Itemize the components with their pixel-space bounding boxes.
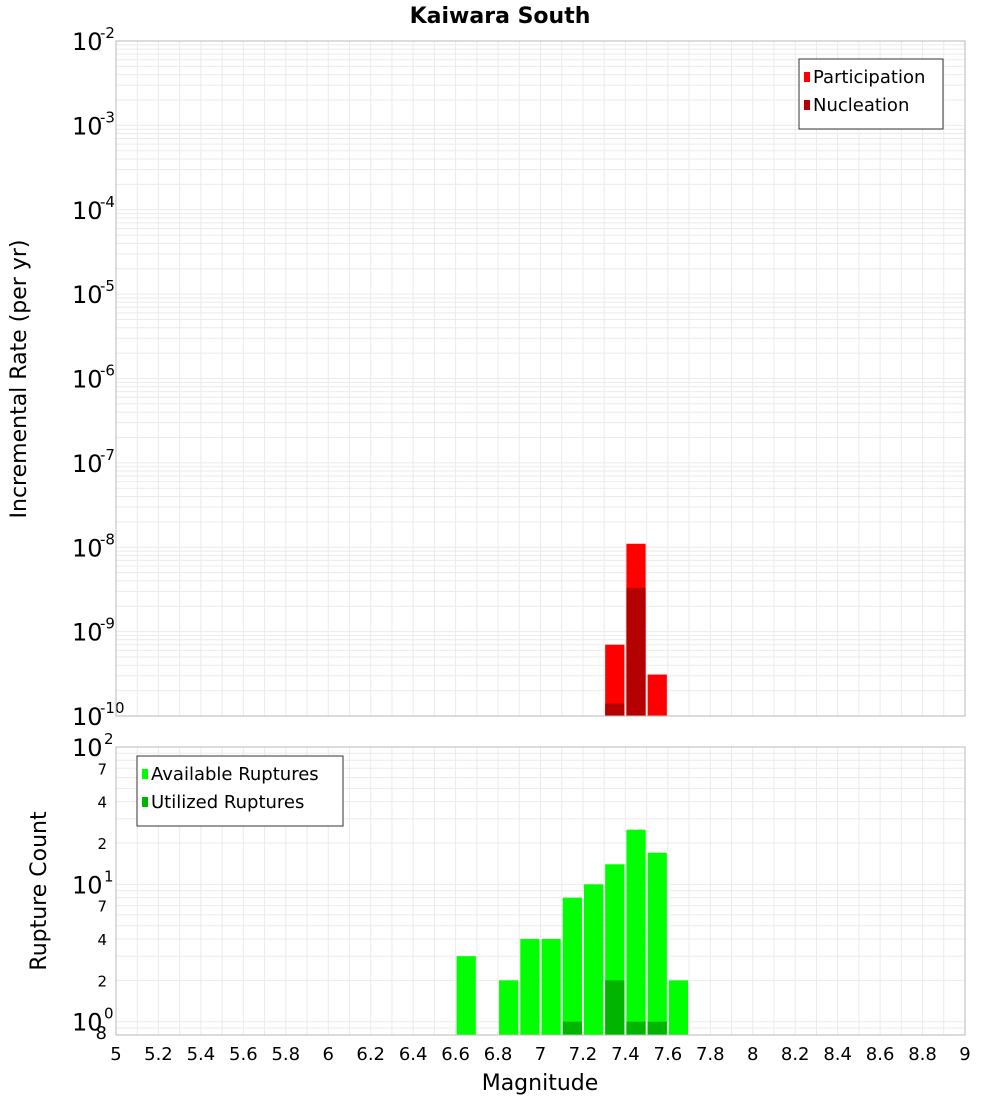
y-tick-exponent: 0 (104, 1005, 114, 1023)
y-tick-exponent: -3 (100, 108, 115, 126)
y-tick-minor-label: 4 (97, 931, 107, 949)
x-tick-label: 7.2 (569, 1044, 598, 1065)
x-tick-label: 5.6 (229, 1044, 258, 1065)
available-ruptures-bar (520, 939, 540, 1035)
available-ruptures-bar (668, 980, 689, 1035)
legend-label: Available Ruptures (151, 764, 319, 785)
y-tick-label: 10 (72, 734, 103, 762)
y-tick-minor-label: 2 (97, 835, 107, 853)
utilized-ruptures-bar (647, 1021, 667, 1035)
y-tick-minor-label: 7 (97, 760, 107, 778)
utilized-ruptures-bar (605, 980, 625, 1035)
available-ruptures-bar (626, 829, 646, 1035)
x-tick-label: 6.8 (484, 1044, 513, 1065)
y-tick-label: 10 (72, 366, 103, 394)
x-tick-label: 5.4 (187, 1044, 216, 1065)
y-tick-exponent: -6 (100, 362, 115, 380)
y-tick-label: 10 (72, 534, 103, 562)
y-tick-label: 10 (72, 197, 103, 225)
nucleation-bar (626, 587, 646, 716)
x-tick-label: 8.8 (908, 1044, 937, 1065)
top-y-axis-label: Incremental Rate (per yr) (7, 240, 32, 519)
y-tick-exponent: -4 (100, 193, 115, 211)
bottom-plot-frame (115, 746, 966, 1036)
x-tick-label: 6 (323, 1044, 334, 1065)
y-tick-exponent: -8 (100, 530, 115, 548)
participation-bar (647, 674, 667, 716)
bottom-legend (136, 755, 344, 827)
bottom-y-axis-label: Rupture Count (27, 811, 52, 971)
y-tick-exponent: -2 (100, 24, 115, 42)
x-tick-label: 5.2 (144, 1044, 173, 1065)
y-tick-minor-label: 7 (97, 898, 107, 916)
legend-swatch (804, 72, 810, 82)
x-tick-label: 8.2 (781, 1044, 810, 1065)
x-tick-label: 8.6 (866, 1044, 895, 1065)
x-tick-label: 7.4 (611, 1044, 640, 1065)
legend-swatch (142, 769, 148, 779)
legend-label: Nucleation (813, 95, 909, 116)
y-tick-label: 10 (72, 871, 103, 899)
y-tick-label: 10 (72, 1009, 103, 1037)
y-tick-exponent: -7 (100, 446, 115, 464)
y-tick-label: 10 (72, 703, 103, 731)
participation-bar (605, 644, 625, 716)
legend-swatch (142, 797, 148, 807)
x-tick-label: 7.6 (654, 1044, 683, 1065)
x-tick-label: 5.8 (271, 1044, 300, 1065)
x-tick-label: 7.8 (696, 1044, 725, 1065)
y-tick-exponent: -10 (100, 699, 125, 717)
top-plot-frame (115, 40, 966, 717)
legend-label: Utilized Ruptures (151, 792, 304, 813)
y-tick-exponent: 2 (104, 730, 114, 748)
y-tick-exponent: -9 (100, 615, 115, 633)
y-tick-minor-label: 2 (97, 972, 107, 990)
x-tick-label: 5 (110, 1044, 121, 1065)
available-ruptures-bar (562, 897, 582, 1035)
available-ruptures-bar (456, 956, 476, 1035)
y-tick-label: 10 (72, 619, 103, 647)
x-axis-label: Magnitude (482, 1071, 599, 1096)
x-tick-label: 6.6 (441, 1044, 470, 1065)
legend-label: Participation (813, 67, 925, 88)
y-tick-label: 10 (72, 112, 103, 140)
y-tick-minor-label: 8 (96, 1023, 107, 1044)
utilized-ruptures-bar (626, 1021, 646, 1035)
available-ruptures-bar (541, 939, 561, 1035)
x-tick-label: 9 (959, 1044, 970, 1065)
x-tick-label: 6.4 (399, 1044, 428, 1065)
x-tick-label: 8 (747, 1044, 758, 1065)
nucleation-bar (605, 703, 625, 716)
x-tick-label: 8.4 (823, 1044, 852, 1065)
x-tick-label: 6.2 (356, 1044, 385, 1065)
legend-swatch (804, 100, 810, 110)
y-tick-label: 10 (72, 28, 103, 56)
y-tick-minor-label: 4 (97, 794, 107, 812)
utilized-ruptures-bar (562, 1021, 582, 1035)
y-tick-exponent: 1 (104, 867, 114, 885)
y-tick-label: 10 (72, 450, 103, 478)
y-tick-exponent: -5 (100, 277, 115, 295)
top-legend (798, 58, 944, 130)
available-ruptures-bar (499, 980, 519, 1035)
x-tick-label: 7 (535, 1044, 546, 1065)
available-ruptures-bar (583, 884, 604, 1035)
available-ruptures-bar (647, 852, 667, 1035)
chart-title: Kaiwara South (410, 4, 591, 29)
y-tick-label: 10 (72, 281, 103, 309)
